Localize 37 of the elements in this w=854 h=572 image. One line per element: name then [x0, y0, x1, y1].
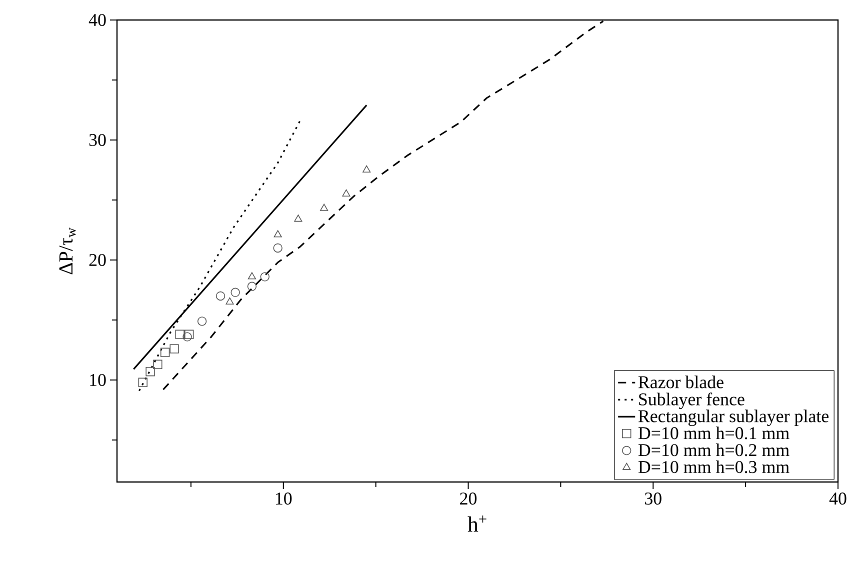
y-tick-label: 10 [90, 374, 106, 386]
point [260, 272, 270, 282]
point [294, 214, 302, 222]
legend-label: Sublayer fence [639, 392, 744, 410]
y-tick-label: 40 [88, 14, 106, 26]
legend-label: D=10 mm h=0.2 mm [638, 444, 790, 456]
point [247, 282, 257, 291]
point [184, 330, 194, 339]
point [320, 204, 328, 211]
point [273, 243, 282, 253]
point [274, 230, 282, 238]
point [160, 348, 170, 357]
point [248, 272, 256, 280]
point [342, 189, 350, 196]
point [230, 288, 240, 297]
point [170, 344, 179, 354]
y-tick-label: 30 [89, 134, 106, 146]
point [153, 360, 162, 369]
x-tick-label: 20 [460, 492, 477, 505]
point [362, 165, 371, 172]
point [216, 291, 226, 301]
x-tick-label: 30 [645, 492, 662, 505]
legend-label: D=10 mm h=0.1 mm [638, 426, 790, 440]
x-tick-label: 10 [276, 492, 292, 505]
point [182, 332, 192, 342]
x-axis-title: h$^{+}$ [468, 515, 486, 532]
legend-label: Razor blade [638, 376, 724, 388]
point [175, 330, 184, 339]
y-axis-title: ΔP/τ$_{w}$ [59, 228, 76, 274]
point [226, 297, 234, 304]
point [197, 316, 207, 326]
x-tick-label: 40 [829, 492, 846, 505]
point [138, 378, 148, 387]
y-tick-label: 20 [89, 254, 106, 266]
point [146, 367, 155, 376]
legend-label: D=10 mm h=0.3 mm [638, 460, 790, 474]
legend-label: Rectangular sublayer plate [638, 410, 829, 426]
